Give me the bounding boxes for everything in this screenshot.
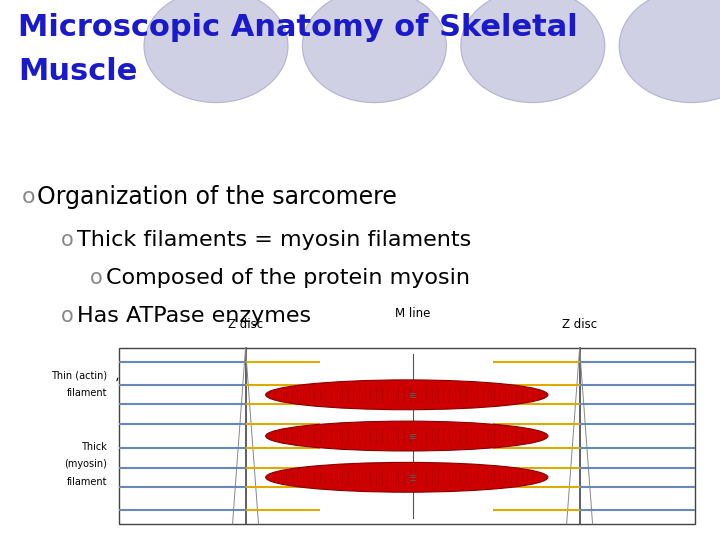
Text: M line: M line: [395, 307, 431, 320]
Ellipse shape: [266, 380, 548, 410]
Text: o: o: [22, 187, 35, 207]
Ellipse shape: [266, 421, 548, 451]
Text: filament: filament: [67, 477, 107, 487]
Text: o: o: [61, 230, 74, 251]
Ellipse shape: [302, 0, 446, 103]
Text: Z disc: Z disc: [228, 318, 263, 330]
FancyBboxPatch shape: [119, 348, 695, 524]
Text: o: o: [61, 306, 74, 326]
Ellipse shape: [266, 462, 548, 492]
Text: Z disc: Z disc: [562, 318, 597, 330]
Text: Microscopic Anatomy of Skeletal: Microscopic Anatomy of Skeletal: [18, 14, 577, 43]
Text: Thick filaments = myosin filaments: Thick filaments = myosin filaments: [77, 230, 472, 251]
Text: o: o: [90, 268, 103, 288]
Text: Has ATPase enzymes: Has ATPase enzymes: [77, 306, 311, 326]
Ellipse shape: [619, 0, 720, 103]
Text: Organization of the sarcomere: Organization of the sarcomere: [37, 185, 397, 209]
Text: Thick: Thick: [81, 442, 107, 451]
Text: Composed of the protein myosin: Composed of the protein myosin: [106, 268, 470, 288]
Text: Muscle: Muscle: [18, 57, 138, 86]
Ellipse shape: [144, 0, 288, 103]
Text: Thin (actin): Thin (actin): [51, 370, 107, 381]
Text: (myosin): (myosin): [64, 459, 107, 469]
Text: filament: filament: [67, 388, 107, 398]
Ellipse shape: [461, 0, 605, 103]
